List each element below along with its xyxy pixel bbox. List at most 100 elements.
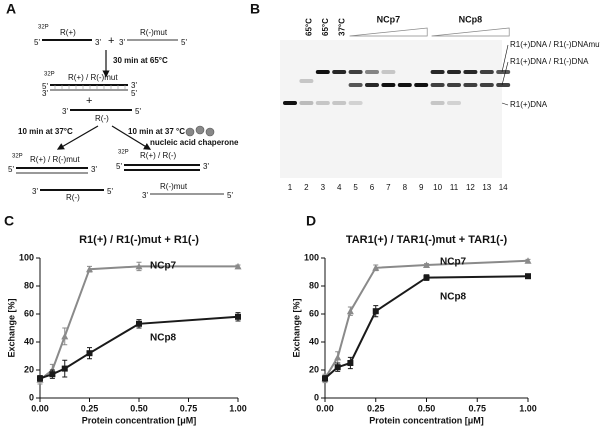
gel-image <box>280 40 502 178</box>
arrow <box>56 125 99 150</box>
marker <box>61 332 69 340</box>
isotope: 32P <box>44 72 55 78</box>
series-line <box>324 275 529 380</box>
gel-band <box>447 101 461 105</box>
gel-band <box>496 83 511 87</box>
x-tick-label: 0.50 <box>418 403 436 413</box>
group-label: NCp8 <box>459 14 483 24</box>
lane-number: 5 <box>353 183 358 192</box>
end: 3' <box>62 107 68 116</box>
marker <box>86 350 93 357</box>
marker <box>372 308 379 315</box>
x-axis-label: Protein concentration [μM] <box>82 415 197 425</box>
group-label: NCp7 <box>377 14 401 24</box>
gel-band <box>348 83 363 87</box>
x-tick-label: 1.00 <box>519 403 537 413</box>
band-label: R1(+)DNA <box>510 100 548 109</box>
end: 5' <box>181 38 187 47</box>
strand-label: R(-)mut <box>140 28 168 37</box>
wedge <box>431 27 510 37</box>
y-tick-label: 20 <box>24 364 34 374</box>
gel-panel: B <box>250 1 502 178</box>
marker <box>61 365 68 372</box>
gel-band <box>348 70 363 74</box>
y-tick-label: 80 <box>309 280 319 290</box>
marker <box>334 364 341 371</box>
end: 5' <box>107 187 113 196</box>
gel-band <box>315 70 330 74</box>
y-tick-label: 100 <box>19 252 34 262</box>
gel-band <box>283 101 297 105</box>
lane-number: 6 <box>370 183 375 192</box>
gel-band <box>365 70 379 74</box>
isotope: 32P <box>38 25 49 31</box>
gel-band <box>332 70 347 74</box>
x-tick-label: 0.75 <box>468 403 486 413</box>
end: 3' <box>91 165 97 174</box>
gel-band <box>315 101 330 105</box>
schematic: A 32P 5' R(+) 3' + 3' R(-)mut 5' 30 min … <box>6 1 239 202</box>
marker <box>525 273 531 280</box>
gel-band <box>381 83 396 87</box>
gel-band <box>332 101 347 105</box>
lane-number: 9 <box>419 183 424 192</box>
y-tick-label: 40 <box>24 336 34 346</box>
gel-band <box>463 83 478 87</box>
end: 5' <box>116 162 122 171</box>
duplex-label: R(+) / R(-) <box>140 151 177 160</box>
band-pointer <box>501 61 509 86</box>
chaperone-label: nucleic acid chaperone <box>150 138 239 147</box>
x-axis-label: Protein concentration [μM] <box>369 415 484 425</box>
band-label: R1(+)DNA / R1(-)DNA <box>510 57 589 66</box>
chart-title: TAR1(+) / TAR1(-)mut + TAR1(-) <box>346 234 508 246</box>
lane-number: 13 <box>482 183 491 192</box>
end: 3' <box>131 81 137 90</box>
plus: + <box>108 35 114 47</box>
temp-label: 65°C <box>305 18 314 36</box>
gel-band <box>430 83 445 87</box>
series-label: NCp8 <box>440 292 467 303</box>
strand-label: R(-) <box>66 193 80 202</box>
lane-number: 3 <box>321 183 326 192</box>
marker <box>135 262 143 270</box>
y-tick-label: 60 <box>24 308 34 318</box>
temp-label: 65°C <box>321 18 330 36</box>
marker <box>524 257 532 264</box>
gel-band <box>299 101 314 105</box>
series-line <box>324 259 529 379</box>
strand-label: R(-)mut <box>160 182 188 191</box>
end: 5' <box>34 38 40 47</box>
gel-band <box>479 70 494 74</box>
series-label: NCp7 <box>440 257 467 268</box>
lane-number: 8 <box>403 183 408 192</box>
end: 3' <box>95 38 101 47</box>
marker <box>423 261 430 268</box>
marker <box>86 265 93 273</box>
end: 3' <box>32 187 38 196</box>
y-tick-label: 40 <box>309 336 319 346</box>
strand-label: R(+) <box>60 28 76 37</box>
end: 3' <box>42 89 48 98</box>
marker <box>37 375 43 382</box>
y-axis-label: Exchange [%] <box>291 298 301 357</box>
chaperone-icon <box>185 125 215 137</box>
step: 10 min at 37 °C <box>128 127 185 136</box>
end: 5' <box>131 89 137 98</box>
gel-band <box>397 83 412 87</box>
wedge <box>349 27 428 37</box>
gel-band <box>348 101 363 105</box>
lane-number: 7 <box>386 183 391 192</box>
gel-band <box>463 70 478 74</box>
band-label: R1(+)DNA / R1(-)DNAmut <box>510 40 600 49</box>
isotope: 32P <box>12 154 23 160</box>
end: 5' <box>227 191 233 200</box>
base-pairs <box>54 85 126 90</box>
end: 3' <box>203 162 209 171</box>
band-pointer <box>501 44 509 73</box>
gel-band <box>430 70 445 74</box>
duplex-label: R(+) / R(-)mut <box>68 73 118 82</box>
gel-band <box>381 70 396 74</box>
end: 3' <box>142 191 148 200</box>
arrow <box>111 125 152 150</box>
lane-number: 10 <box>433 183 442 192</box>
